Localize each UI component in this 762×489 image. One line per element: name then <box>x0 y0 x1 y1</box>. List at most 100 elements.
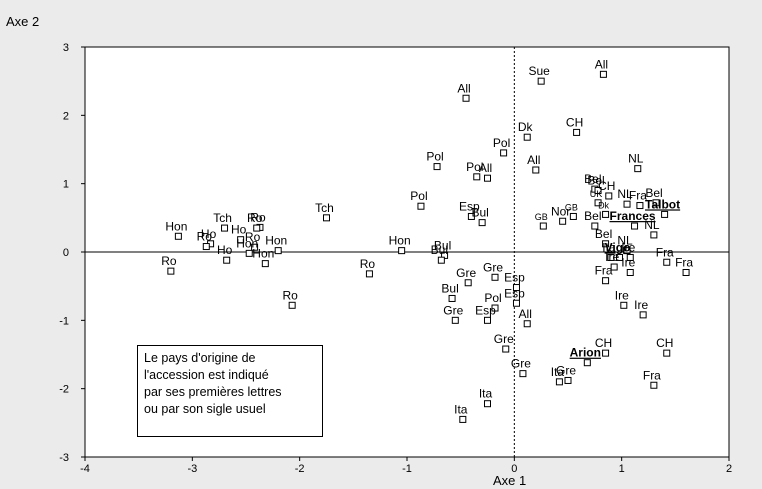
note-line-1: Le pays d'origine de <box>144 351 256 365</box>
x-tick-label: 0 <box>511 463 517 475</box>
data-point-marker <box>564 376 572 384</box>
data-point-marker <box>602 277 610 285</box>
data-point-marker <box>663 258 671 266</box>
data-point-label: Fra <box>656 245 674 259</box>
data-point-marker <box>626 253 634 261</box>
data-point-label: Ho <box>231 223 247 237</box>
data-point-label: GB <box>535 212 548 222</box>
data-point-label: Arion <box>570 346 601 360</box>
data-point-label: All <box>527 153 540 167</box>
data-point-label: Gre <box>456 266 476 280</box>
data-point-label: All <box>595 57 608 71</box>
data-point-label: Hon <box>389 234 411 248</box>
data-point-label: Vigo <box>605 240 631 254</box>
reference-lines <box>85 47 729 457</box>
data-point-marker <box>559 217 567 225</box>
x-tick-label: -4 <box>80 463 90 475</box>
data-point-marker <box>594 199 602 207</box>
data-point-label: Ire <box>605 250 619 264</box>
data-point-label: Esp <box>504 286 525 300</box>
y-axis-label: Axe 2 <box>6 14 39 29</box>
x-tick-label: -1 <box>402 463 412 475</box>
data-point-marker <box>573 128 581 136</box>
data-point-label: Fra <box>629 189 647 203</box>
data-point-marker <box>437 256 445 264</box>
x-tick-label: -3 <box>187 463 197 475</box>
data-point-marker <box>464 279 472 287</box>
data-point-label: Gre <box>443 303 463 317</box>
data-point-marker <box>478 219 486 227</box>
data-point-label: CH <box>656 336 673 350</box>
data-point-marker <box>251 243 259 251</box>
data-point-label: Sue <box>528 64 550 78</box>
data-point-marker <box>636 202 644 210</box>
data-point-marker <box>253 224 261 232</box>
data-point-marker <box>365 270 373 278</box>
data-point-label: Ire <box>621 240 635 254</box>
data-point-label: CH <box>598 179 615 193</box>
y-tick-label: 0 <box>63 247 69 259</box>
data-point-label: Frances <box>610 209 656 223</box>
data-point-marker <box>500 149 508 157</box>
data-point-marker <box>583 359 591 367</box>
data-point-label: Ho <box>201 227 217 241</box>
data-point-label: Fra <box>595 264 613 278</box>
data-point-marker <box>451 316 459 324</box>
data-point-marker <box>605 192 613 200</box>
data-point-marker <box>623 247 631 255</box>
data-point-marker <box>484 174 491 182</box>
data-point-label: Ro <box>360 257 376 271</box>
data-point-label: All <box>519 307 532 321</box>
data-point-marker <box>594 187 602 194</box>
data-point-marker <box>417 202 425 210</box>
data-point-label: Fra <box>643 368 661 382</box>
data-point-label: Bul <box>441 281 458 295</box>
data-point-marker <box>261 260 269 268</box>
data-point-marker <box>491 273 499 281</box>
data-point-label: Ita <box>454 402 468 416</box>
data-point-label: Ro <box>197 230 213 244</box>
data-point-label: Tch <box>213 211 232 225</box>
data-point-marker <box>639 311 647 319</box>
data-point-label: Dk <box>598 200 609 210</box>
data-point-marker <box>599 70 607 78</box>
data-point-marker <box>237 236 245 244</box>
data-point-label: Bel <box>584 209 601 223</box>
data-point-label: Tch <box>315 201 334 215</box>
data-point-marker <box>245 249 253 257</box>
x-tick-label: 2 <box>726 463 732 475</box>
data-point-marker <box>221 224 229 232</box>
data-point-marker <box>167 267 175 275</box>
data-point-marker <box>591 222 599 230</box>
data-point-marker <box>462 94 470 102</box>
legend-note-box: Le pays d'origine de l'accession est ind… <box>137 345 323 437</box>
data-point-marker <box>519 370 527 378</box>
data-point-label: Hon <box>236 236 258 250</box>
data-point-marker <box>274 247 282 255</box>
data-point-label: NL <box>617 234 633 248</box>
data-point-marker <box>634 165 642 173</box>
data-point-label: Hon <box>265 234 287 248</box>
data-point-marker <box>539 222 547 230</box>
data-point-marker <box>512 299 520 307</box>
data-point-marker <box>652 199 660 207</box>
data-point-label: Ro <box>250 210 266 224</box>
note-line-3: par ses premières lettres <box>144 385 282 399</box>
data-point-label: Gre <box>494 332 514 346</box>
data-point-label: Gre <box>511 357 531 371</box>
data-point-marker <box>663 349 671 357</box>
data-point-label: Pol <box>426 150 443 164</box>
data-point-label: Bul <box>471 206 488 220</box>
data-point-label: UK <box>590 189 603 199</box>
axis-ticks: -4 -3 -2 -1 0 1 2 3 2 1 0 -1 -2 -3 <box>59 42 732 475</box>
data-point-label: All <box>457 81 470 95</box>
x-axis-label: Axe 1 <box>493 473 526 488</box>
data-point-marker <box>223 256 231 264</box>
data-point-label: Dk <box>518 120 534 134</box>
y-tick-label: 2 <box>63 110 69 122</box>
data-point-label: Bel <box>584 172 601 186</box>
data-point-marker <box>631 222 639 230</box>
data-point-marker <box>569 212 577 220</box>
data-point-marker <box>484 400 491 408</box>
